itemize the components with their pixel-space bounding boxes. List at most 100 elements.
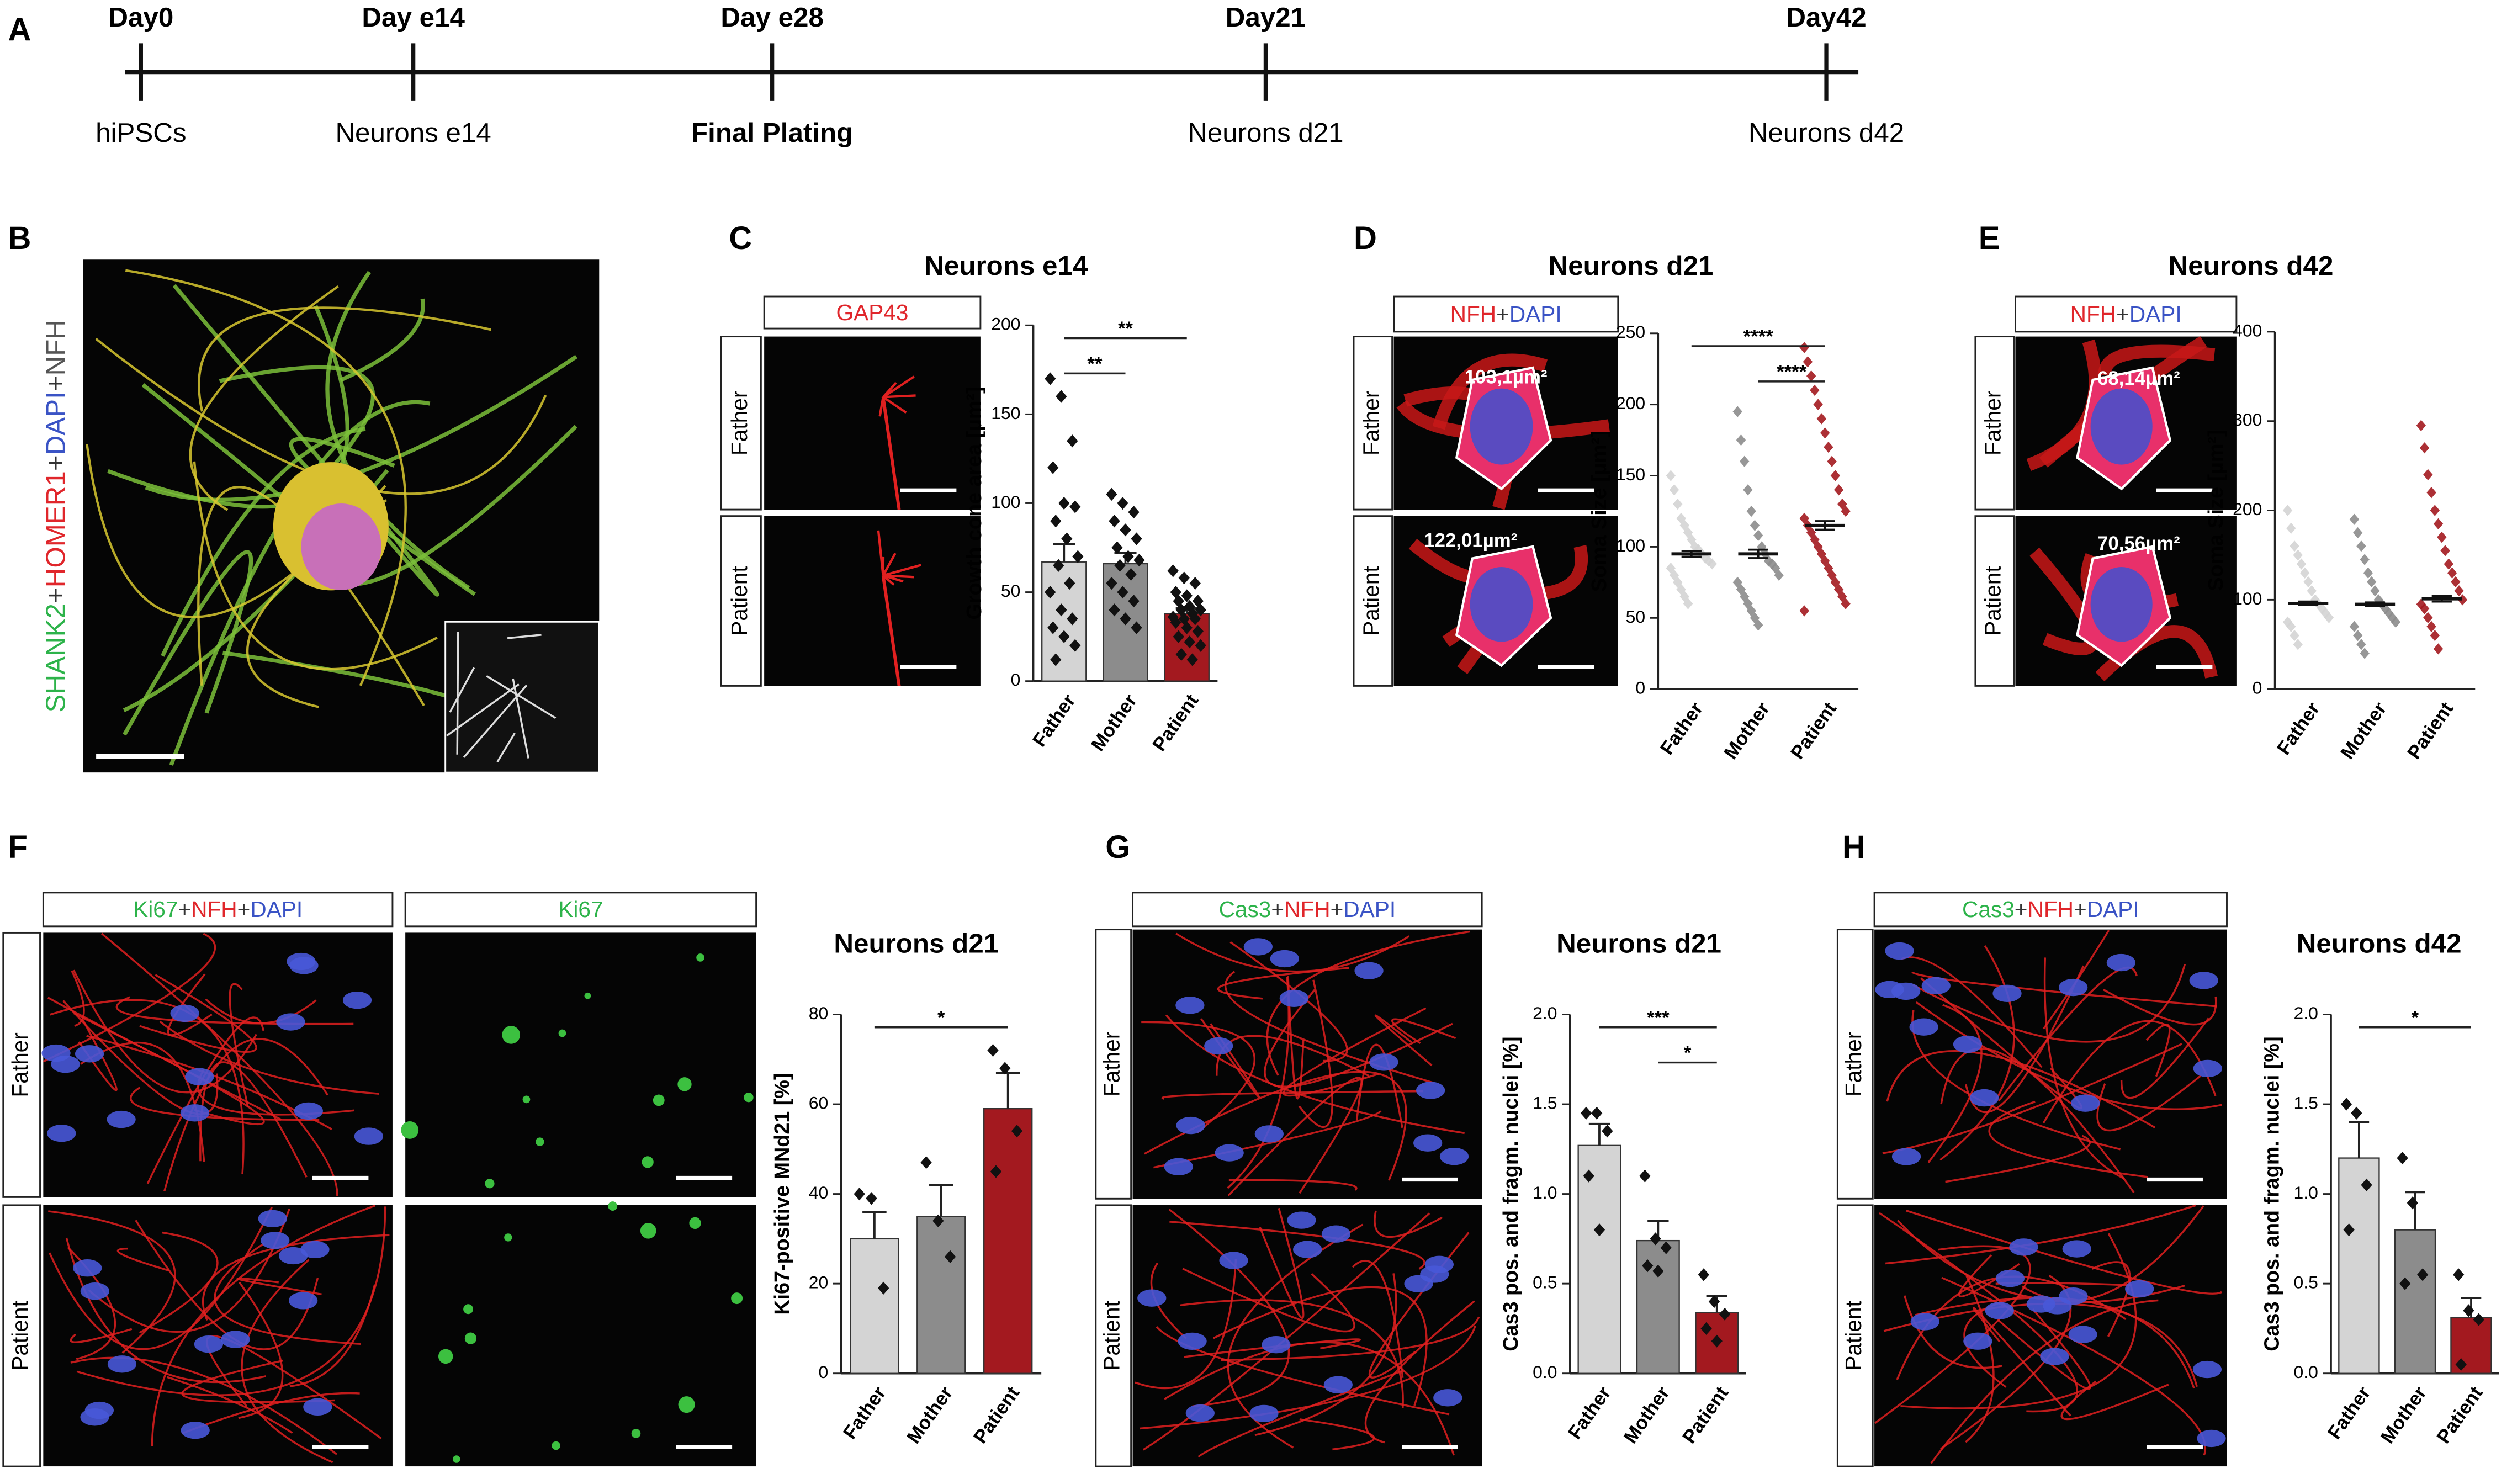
neurite — [219, 365, 375, 486]
micrograph — [1393, 336, 1618, 510]
neurite — [1298, 979, 1333, 1128]
nucleus — [2062, 1240, 2091, 1258]
data-point — [2455, 1358, 2467, 1371]
stain-part: DAPI — [2129, 301, 2182, 327]
neurite — [1965, 965, 2085, 1114]
data-point — [1122, 550, 1134, 563]
panel-label: B — [8, 220, 31, 256]
spot — [640, 1222, 656, 1239]
neurite — [1153, 1110, 1382, 1169]
neurite — [189, 285, 339, 511]
stain-part: DAPI — [250, 897, 303, 922]
x-tick-label: Father — [1029, 690, 1080, 751]
neurite — [229, 983, 250, 1108]
bar — [1577, 1144, 1621, 1374]
data-point — [1736, 434, 1746, 446]
nucleus — [303, 1398, 332, 1416]
significance-label: **** — [1777, 362, 1807, 383]
spot — [502, 1026, 521, 1044]
neurite — [1229, 941, 1348, 1062]
data-point — [2363, 567, 2373, 579]
nucleus — [354, 1127, 383, 1145]
neurite — [43, 932, 216, 1063]
neurite — [325, 271, 470, 590]
neurite — [1911, 971, 2217, 1008]
stain-part: NFH — [191, 897, 237, 922]
nucleus — [1369, 1053, 1398, 1071]
data-point — [2343, 1223, 2355, 1237]
timeline-day: Day21 — [1226, 2, 1306, 33]
nucleus — [1963, 1332, 1992, 1350]
data-point — [2340, 1098, 2352, 1111]
neurite — [1374, 1210, 1443, 1238]
neurite — [70, 1356, 337, 1455]
image-background — [1874, 1205, 2227, 1467]
axon — [881, 396, 901, 510]
data-point — [1192, 624, 1204, 638]
row-label: Patient — [7, 1301, 33, 1371]
data-point — [1753, 529, 1763, 541]
data-point — [987, 1043, 999, 1057]
data-point — [944, 1250, 956, 1263]
error-bar — [929, 1184, 953, 1217]
neurite — [1940, 1047, 2135, 1194]
data-point — [2440, 545, 2450, 556]
data-point — [1069, 500, 1081, 513]
x-tick-label: Father — [2273, 698, 2324, 759]
nucleus — [1404, 1275, 1433, 1292]
significance-label: **** — [1743, 326, 1774, 348]
row-label: Father — [1099, 1032, 1124, 1096]
stain-part: NFH — [2028, 897, 2074, 922]
neurite — [1915, 1001, 2222, 1110]
data-point — [2463, 1304, 2474, 1317]
neurite — [1197, 1370, 1402, 1458]
row-box — [2, 1204, 41, 1467]
neurite — [1164, 1341, 1455, 1456]
micrograph — [764, 516, 981, 686]
data-point — [1109, 603, 1120, 617]
row-box — [720, 336, 762, 511]
data-point — [1820, 427, 1830, 439]
significance-label: * — [1684, 1042, 1692, 1064]
neurite — [205, 1335, 382, 1440]
neurite — [340, 298, 425, 382]
nucleus — [2106, 953, 2135, 972]
neurite — [1883, 1302, 2198, 1387]
neurite — [1141, 1021, 1255, 1133]
micrograph — [1132, 929, 1482, 1199]
neurite — [167, 973, 213, 1036]
y-tick-label: 200 — [991, 314, 1020, 334]
nucleus — [1439, 1147, 1469, 1165]
neurite — [1175, 932, 1410, 973]
neurite — [1184, 1338, 1361, 1358]
neurite — [2042, 1020, 2217, 1123]
data-point — [1708, 1295, 1720, 1308]
inset-neurite — [486, 675, 557, 719]
neurite — [139, 1231, 219, 1334]
nucleus — [2090, 388, 2153, 465]
nucleus — [342, 991, 372, 1009]
area-annotation: 70,56µm² — [2097, 533, 2180, 554]
error-bar — [1588, 1122, 1610, 1146]
data-point — [2416, 1268, 2429, 1281]
data-point — [1803, 356, 1813, 368]
spot — [631, 1429, 641, 1438]
y-tick-label: 1.0 — [2294, 1183, 2318, 1202]
data-point — [2457, 594, 2467, 606]
neurite — [95, 338, 547, 495]
panel-label: A — [8, 12, 31, 47]
neurite — [1901, 956, 2043, 1068]
nucleus — [185, 1068, 214, 1085]
data-point — [1195, 639, 1206, 652]
row-box — [1353, 515, 1393, 687]
y-axis-label: Cas3 pos. and fragm. nuclei [%] — [1499, 1036, 1522, 1351]
axon — [881, 575, 901, 686]
y-tick-label: 200 — [2233, 499, 2262, 519]
data-point — [1117, 585, 1128, 599]
micrograph — [1874, 1204, 2227, 1467]
data-point — [1069, 639, 1081, 652]
nucleus — [301, 504, 381, 590]
y-tick-label: 20 — [809, 1273, 828, 1292]
neurite — [1135, 1259, 1237, 1390]
data-point — [932, 1214, 944, 1227]
